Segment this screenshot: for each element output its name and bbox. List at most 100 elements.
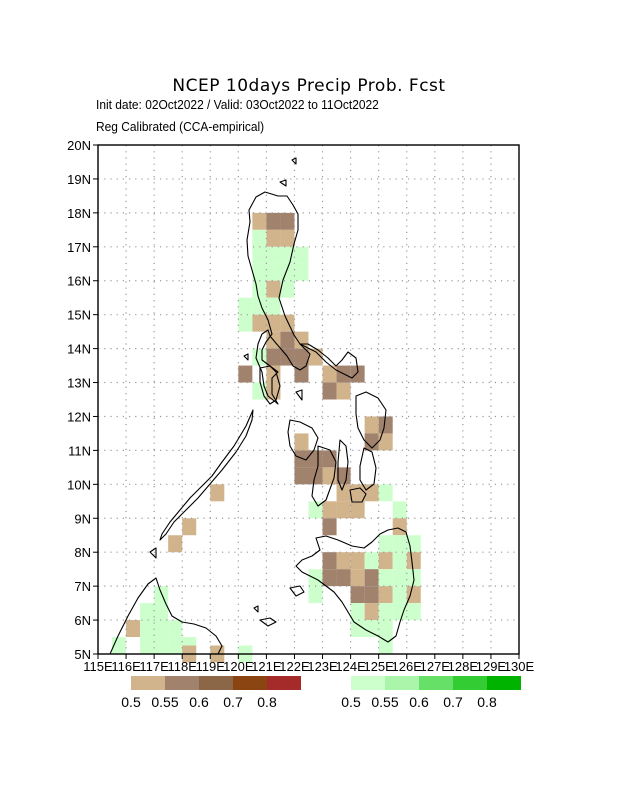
- prob-cell: [392, 603, 407, 621]
- wet-legend-swatch: [385, 676, 419, 690]
- prob-cell: [266, 348, 281, 366]
- lon-label: 123E: [307, 659, 338, 674]
- prob-cell: [392, 569, 407, 587]
- prob-cell: [364, 416, 379, 434]
- wet-legend-swatch: [453, 676, 487, 690]
- prob-cell: [252, 246, 267, 264]
- prob-cell: [378, 620, 393, 638]
- prob-cell: [308, 348, 323, 366]
- prob-cell: [266, 212, 281, 230]
- prob-cell: [252, 348, 267, 366]
- prob-cell: [350, 552, 365, 570]
- prob-cell: [378, 552, 393, 570]
- prob-cell: [294, 365, 309, 383]
- lon-label: 115E: [83, 659, 113, 674]
- prob-cell: [168, 637, 183, 654]
- prob-cell: [294, 263, 309, 281]
- prob-cell: [350, 365, 365, 383]
- prob-cell: [392, 586, 407, 604]
- prob-cell: [364, 603, 379, 621]
- dry-legend-label: 0.7: [223, 694, 243, 710]
- prob-cell: [280, 331, 295, 349]
- prob-cell: [322, 569, 337, 587]
- prob-cell: [210, 484, 225, 502]
- lat-label: 7N: [74, 579, 91, 594]
- wet-legend-label: 0.7: [443, 694, 463, 710]
- map-title: NCEP 10days Precip Prob. Fcst: [172, 76, 446, 96]
- prob-cell: [280, 314, 295, 332]
- prob-cell: [392, 501, 407, 519]
- lon-label: 120E: [223, 659, 254, 674]
- prob-cell: [308, 586, 323, 604]
- prob-cell: [364, 620, 379, 638]
- basilan-coast: [289, 585, 305, 597]
- prob-cell: [392, 552, 407, 570]
- wet-legend-label: 0.55: [371, 694, 398, 710]
- prob-cell: [280, 280, 295, 298]
- prob-cell: [350, 603, 365, 621]
- axis-ticks: 115E116E117E118E119E120E121E122E123E124E…: [67, 138, 534, 674]
- prob-cell: [252, 229, 267, 247]
- prob-cell: [280, 229, 295, 247]
- prob-cell: [168, 620, 183, 638]
- prob-cell: [280, 212, 295, 230]
- prob-cell: [238, 314, 253, 332]
- prob-cell: [336, 552, 351, 570]
- dry-legend-label: 0.55: [151, 694, 178, 710]
- prob-cell: [140, 637, 155, 654]
- prob-cell: [350, 569, 365, 587]
- lat-label: 9N: [74, 511, 91, 526]
- lon-label: 128E: [448, 659, 479, 674]
- lat-label: 5N: [74, 647, 91, 662]
- prob-cell: [364, 552, 379, 570]
- lon-label: 124E: [335, 659, 366, 674]
- lon-label: 119E: [196, 659, 226, 674]
- prob-cell: [280, 263, 295, 281]
- prob-cell: [154, 586, 169, 604]
- prob-cell: [336, 382, 351, 400]
- prob-cell: [154, 637, 169, 654]
- prob-cell: [294, 467, 309, 485]
- lat-label: 8N: [74, 545, 91, 560]
- lat-label: 6N: [74, 613, 91, 628]
- prob-cell: [140, 603, 155, 621]
- prob-cell: [364, 433, 379, 451]
- bohol-coast: [349, 487, 367, 503]
- prob-cell: [350, 501, 365, 519]
- prob-cell: [406, 603, 421, 621]
- prob-cell: [266, 229, 281, 247]
- prob-cell: [378, 569, 393, 587]
- prob-cell: [406, 552, 421, 570]
- panay-coast: [287, 419, 319, 461]
- lat-label: 10N: [67, 477, 91, 492]
- legend: 0.5 0.55 0.6 0.7 0.8 0.5 0.55 0.6 0.7 0.8: [121, 676, 521, 710]
- prob-cell: [322, 382, 337, 400]
- lon-label: 117E: [139, 659, 169, 674]
- dry-legend-label: 0.5: [121, 694, 141, 710]
- lat-label: 15N: [67, 308, 91, 323]
- lat-label: 19N: [67, 172, 91, 187]
- method-line: Reg Calibrated (CCA-empirical): [96, 119, 265, 134]
- prob-cell: [266, 297, 281, 315]
- islet-2: [295, 389, 303, 401]
- mindanao-coast: [295, 527, 415, 643]
- prob-cell: [350, 484, 365, 502]
- wet-legend-swatch: [419, 676, 453, 690]
- lon-label: 125E: [363, 659, 394, 674]
- wet-legend-swatch: [487, 676, 521, 690]
- dry-legend-swatch: [131, 676, 165, 690]
- prob-cell: [294, 450, 309, 468]
- prob-cell: [378, 603, 393, 621]
- init-valid-line: Init date: 02Oct2022 / Valid: 03Oct2022 …: [96, 97, 379, 112]
- prob-cell: [378, 416, 393, 434]
- prob-cell: [140, 620, 155, 638]
- negros-coast: [311, 445, 337, 507]
- prob-cell: [182, 518, 197, 536]
- prob-cell: [252, 212, 267, 230]
- lat-label: 11N: [68, 443, 91, 458]
- prob-cell: [294, 246, 309, 264]
- wet-legend-label: 0.5: [341, 694, 361, 710]
- lon-label: 121E: [251, 659, 282, 674]
- islet-4: [253, 605, 259, 613]
- prob-cell: [252, 314, 267, 332]
